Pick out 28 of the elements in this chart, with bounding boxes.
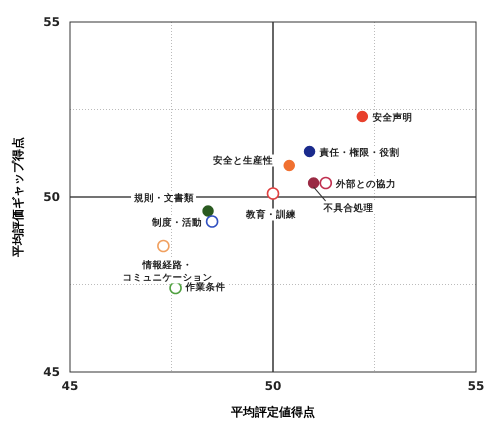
- y-tick-label: 45: [43, 365, 60, 379]
- point: [206, 215, 218, 228]
- point: [319, 176, 332, 190]
- annotation: 教育・訓練: [245, 208, 297, 220]
- point: [157, 240, 170, 252]
- annotation: 作業条件: [184, 281, 226, 293]
- point: [202, 205, 214, 217]
- point: [304, 146, 316, 158]
- annotation: 情報経路・コミュニケーション: [122, 259, 212, 284]
- x-axis-title: 平均評定値得点: [230, 405, 315, 419]
- annotation: 規則・文書類: [133, 192, 194, 204]
- y-tick-label: 55: [43, 15, 60, 29]
- point: [283, 160, 295, 172]
- annotation: 安全と生産性: [213, 154, 274, 166]
- y-tick-label: 50: [43, 190, 60, 204]
- annotation: 責任・権限・役割: [318, 146, 400, 158]
- point: [308, 177, 320, 189]
- point: [356, 110, 368, 122]
- annotation: 制度・活動: [151, 216, 202, 228]
- point: [266, 187, 280, 200]
- annotation: 外部との協力: [334, 178, 396, 190]
- annotation: 不具合処理: [322, 202, 374, 214]
- point: [169, 282, 182, 294]
- y-axis-title: 平均評価ギャップ得点: [11, 137, 25, 258]
- x-tick-label: 55: [468, 379, 484, 393]
- x-tick-label: 45: [62, 379, 78, 393]
- annotation: 安全声明: [372, 112, 412, 124]
- x-tick-label: 50: [264, 379, 282, 393]
